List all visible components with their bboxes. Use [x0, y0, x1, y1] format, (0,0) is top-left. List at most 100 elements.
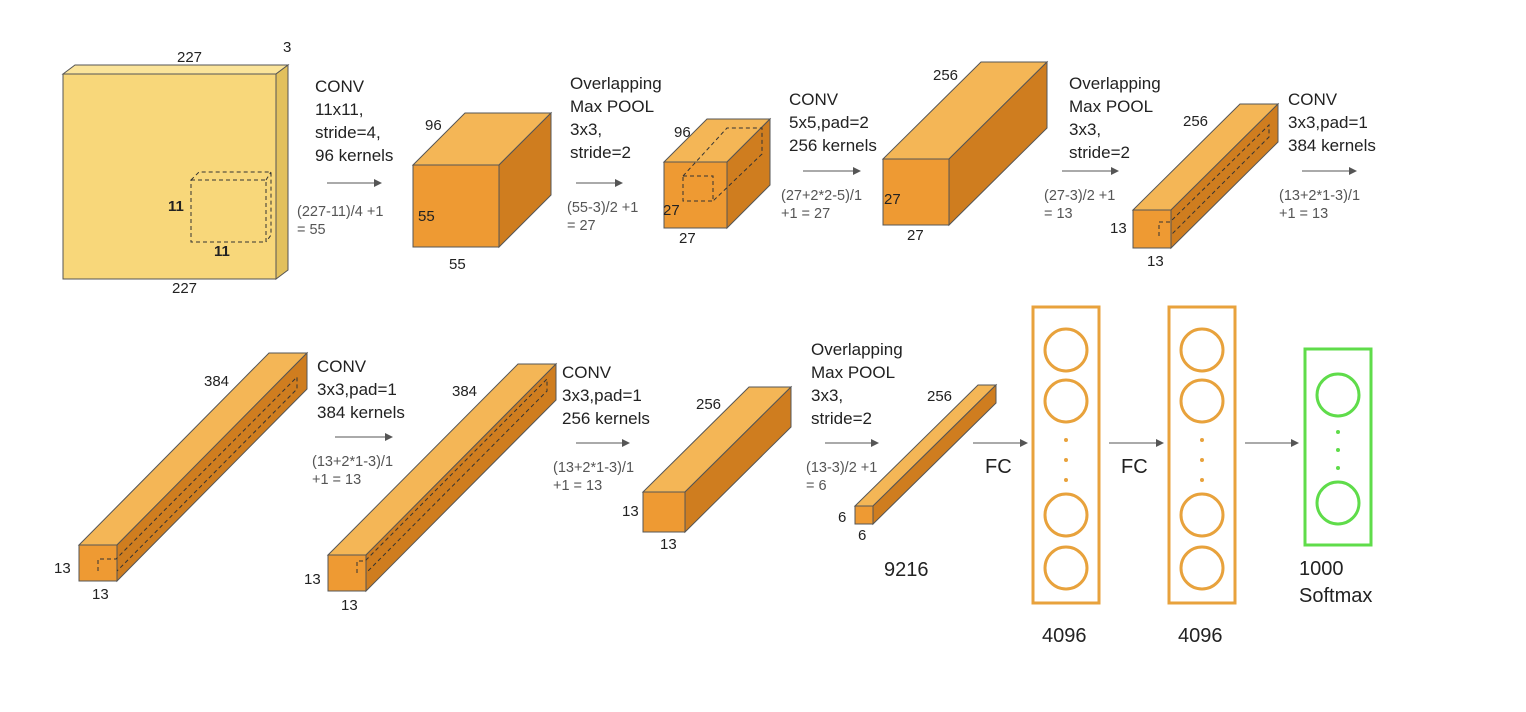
fc1-neuron [1043, 545, 1089, 591]
fc2-neuron [1179, 378, 1225, 424]
conv5-height-label: 13 [622, 503, 639, 520]
pool3-calc-label: (13-3)/2 +1 = 6 [806, 460, 881, 494]
pool3-depth-label: 256 [927, 388, 952, 405]
conv2-calc-label: (27+2*2-5)/1 +1 = 27 [781, 188, 866, 222]
fc1-neuron [1043, 492, 1089, 538]
conv4-depth-label: 384 [452, 383, 477, 400]
fc1-ellipsis-dot [1064, 458, 1068, 462]
conv2-width-label: 27 [907, 227, 924, 244]
conv3-volume-top [77, 352, 309, 546]
pool1-width-label: 27 [679, 230, 696, 247]
conv4-volume [326, 362, 558, 593]
conv2-height-label: 27 [884, 191, 901, 208]
conv2-volume-front [882, 158, 950, 226]
fc1-neuron [1043, 327, 1089, 373]
pool1-volume [662, 117, 772, 230]
conv4-kernel-window [356, 377, 548, 574]
flatten-size-label: 9216 [884, 559, 929, 581]
pool3-volume [853, 383, 998, 526]
pool2-kernel-window [1158, 123, 1270, 236]
pool3-height-label: 6 [838, 509, 846, 526]
fc2-layer-box [1167, 305, 1237, 605]
fc1-ellipsis-dot [1064, 478, 1068, 482]
pool1-height-label: 27 [663, 202, 680, 219]
fc1-arrow-label: FC [985, 456, 1012, 478]
softmax-ellipsis-dot [1336, 448, 1340, 452]
conv4-height-label: 13 [304, 571, 321, 588]
conv3-depth-label: 384 [204, 373, 229, 390]
softmax-ellipsis-dot [1336, 430, 1340, 434]
conv1-width-label: 55 [449, 256, 466, 273]
fc2-neuron [1179, 492, 1225, 538]
conv5-volume [641, 385, 793, 534]
conv5-op-label: CONV 3x3,pad=1 256 kernels [562, 363, 650, 428]
input-kernel-window-corner [265, 171, 272, 181]
pool2-depth-label: 256 [1183, 113, 1208, 130]
pool1-kernel-window [682, 175, 714, 202]
pool1-calc-label: (55-3)/2 +1 = 27 [567, 200, 642, 234]
input-depth-label: 3 [283, 39, 291, 56]
conv5-width-label: 13 [660, 536, 677, 553]
conv1-op-label: CONV 11x11, stride=4, 96 kernels [315, 77, 393, 165]
softmax-layer-box [1303, 347, 1373, 547]
pool2-volume-front [1132, 209, 1172, 249]
pool3-volume-top [853, 384, 998, 507]
input-kernel-window [190, 179, 267, 243]
fc2-ellipsis-dot [1200, 478, 1204, 482]
conv1-volume [411, 111, 553, 249]
pool1-op-label: Overlapping Max POOL 3x3, stride=2 [570, 74, 666, 162]
pool1-volume-front [663, 161, 728, 229]
pool3-volume-side [872, 383, 997, 526]
conv3-height-label: 13 [54, 560, 71, 577]
pool2-calc-label: (27-3)/2 +1 = 13 [1044, 188, 1119, 222]
input-width-label: 227 [177, 49, 202, 66]
fc2-arrow-label: FC [1121, 456, 1148, 478]
conv1-height-label: 55 [418, 208, 435, 225]
fc2-neuron [1179, 327, 1225, 373]
pool2-volume [1131, 102, 1280, 250]
conv3-kernel-window [97, 375, 298, 572]
conv5-calc-label: (13+2*1-3)/1 +1 = 13 [553, 460, 638, 494]
softmax-neuron [1315, 480, 1361, 526]
pool3-volume-front [854, 505, 874, 525]
conv3-width-label: 13 [92, 586, 109, 603]
pool2-op-label: Overlapping Max POOL 3x3, stride=2 [1069, 74, 1165, 162]
softmax-neuron [1315, 372, 1361, 418]
conv5-depth-label: 256 [696, 396, 721, 413]
softmax-label: 1000 Softmax [1299, 558, 1372, 607]
input-kernel-h-label: 11 [168, 198, 184, 215]
conv1-volume-front [412, 164, 500, 248]
input-height-label: 227 [172, 280, 197, 297]
input-kernel-w-label: 11 [214, 243, 230, 260]
conv4-op-label: CONV 3x3,pad=1 384 kernels [317, 357, 405, 422]
input-kernel-window-depth [190, 171, 272, 243]
fc2-ellipsis-dot [1200, 458, 1204, 462]
fc2-layer [1167, 305, 1237, 605]
conv3-calc-label: (13+2*1-3)/1 +1 = 13 [1279, 188, 1364, 222]
input-volume-top [61, 64, 290, 75]
conv5-volume-front [642, 491, 686, 533]
conv4-width-label: 13 [341, 597, 358, 614]
fc1-layer-box [1031, 305, 1101, 605]
conv2-op-label: CONV 5x5,pad=2 256 kernels [789, 90, 877, 155]
pool2-height-label: 13 [1110, 220, 1127, 237]
pool1-depth-label: 96 [674, 124, 691, 141]
conv2-depth-label: 256 [933, 67, 958, 84]
conv1-calc-label: (227-11)/4 +1 = 55 [297, 204, 387, 238]
fc2-neuron [1179, 545, 1225, 591]
conv3-op-label: CONV 3x3,pad=1 384 kernels [1288, 90, 1376, 155]
softmax-layer [1303, 347, 1373, 547]
pool2-width-label: 13 [1147, 253, 1164, 270]
conv3-volume [77, 351, 309, 583]
pool3-width-label: 6 [858, 527, 866, 544]
fc1-ellipsis-dot [1064, 438, 1068, 442]
fc1-neuron [1043, 378, 1089, 424]
pool3-op-label: Overlapping Max POOL 3x3, stride=2 [811, 340, 907, 428]
conv4-volume-front [327, 554, 367, 592]
input-volume-side [275, 64, 289, 280]
pool1-kernel-window-depth [682, 127, 763, 202]
fc1-layer [1031, 305, 1101, 605]
conv2-volume [881, 60, 1049, 227]
fc2-size-label: 4096 [1178, 625, 1223, 647]
